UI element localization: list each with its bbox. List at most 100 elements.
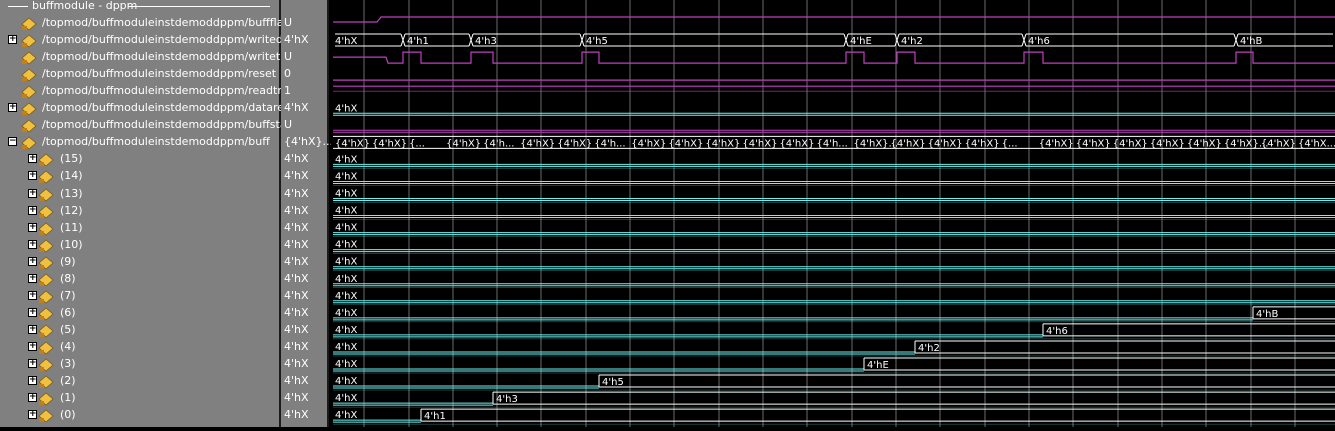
signal-diamond-icon [38,323,54,338]
signal-diamond-icon [21,50,37,65]
writedata-value-label: 4'hE [850,36,872,47]
expand-icon[interactable]: + [8,102,17,113]
signal-value: 1 [284,84,291,98]
signal-row[interactable]: + (9) [0,254,279,271]
signal-row[interactable]: + /topmod/buffmoduleinstdemoddppm/writeda… [0,32,301,49]
signal-row[interactable]: − /topmod/buffmoduleinstdemoddppm/buff [0,134,279,151]
signal-name: (12) [60,203,83,217]
buff-cell-label: {4'h... [816,138,847,149]
expand-icon[interactable]: + [28,375,37,386]
signal-name: (14) [60,169,83,183]
signal-value: 4'hX [284,391,309,405]
signal-value: 4'hX [284,152,309,166]
signal-diamond-icon [38,357,54,372]
expand-icon[interactable]: + [28,340,37,351]
signal-name: (4) [60,339,76,353]
expand-icon[interactable]: + [28,409,37,420]
expand-icon[interactable]: + [28,323,37,334]
expand-icon[interactable]: + [28,221,37,232]
waveform-pane[interactable]: 4'hX 4'h1 4'h3 4'h5 4'hE 4'h2 4'h6 4'hB 4'hX {4'h… [331,0,1335,427]
expand-icon[interactable]: + [8,34,17,45]
dataread-value-label: 4'hX [335,103,357,114]
signal-diamond-icon [21,33,37,48]
writedata-value-label: 4'hX [335,36,357,47]
signal-row[interactable]: + (0) [0,407,279,424]
child-initial-label: 4'hX [335,223,357,234]
signal-name: (15) [60,152,83,166]
child-initial-label: 4'hX [335,240,357,251]
writedata-value-label: 4'h5 [586,36,608,47]
signal-row[interactable]: + (10) [0,237,279,254]
signal-row[interactable]: /topmod/buffmoduleinstdemoddppm/buffstat… [0,117,308,134]
collapse-icon[interactable]: − [8,136,17,147]
signal-row[interactable]: /topmod/buffmoduleinstdemoddppm/reset [0,66,279,83]
expand-icon[interactable]: + [28,170,37,181]
expand-icon[interactable]: + [28,289,37,300]
buff-cell-label: {4'h... [594,138,625,149]
child-initial-label: 4'hX [335,410,357,421]
expand-icon[interactable]: + [28,204,37,215]
writedata-value-label: 4'h1 [407,36,429,47]
signal-value: 4'hX [284,186,309,200]
child-written-label: 4'h5 [602,377,624,388]
signal-row[interactable]: /topmod/buffmoduleinstdemoddppm/writetri… [0,49,313,66]
signal-value: 4'hX [284,357,309,370]
signal-value: U [284,16,293,29]
signal-diamond-icon [21,16,37,31]
signal-row[interactable]: /topmod/buffmoduleinstdemoddppm/readtrig… [0,83,310,100]
buffflags-wave [333,16,1335,23]
child-initial-label: 4'hX [335,171,357,182]
signal-row[interactable]: + (15) [0,151,279,168]
signal-value: U [284,50,293,64]
child-initial-label: 4'hX [335,154,357,165]
signal-row[interactable]: + (12) [0,203,279,220]
waveform-canvas[interactable]: 4'hX 4'h1 4'h3 4'h5 4'hE 4'h2 4'h6 4'hB 4'hX {4'h… [331,0,1335,427]
buff-cell-label: {4'hX} [372,138,407,149]
signal-name: (0) [60,408,76,422]
buff-cell-label: {4'hX} [891,138,926,149]
buff-cell-label: {4'hX} [928,138,963,149]
signal-value: U [284,118,293,132]
expand-icon[interactable]: + [28,272,37,283]
expand-icon[interactable]: + [28,187,37,198]
signal-row[interactable]: + (11) [0,220,279,237]
expand-icon[interactable]: + [28,358,37,368]
expand-icon[interactable]: + [28,153,37,164]
signal-row[interactable]: + (5) [0,322,279,339]
signal-row[interactable]: + (14) [0,168,279,185]
group-title: buffmodule - dppm [32,0,138,12]
signal-row[interactable]: + (1) [0,390,279,407]
signal-diamond-icon [38,408,54,423]
signal-name: (2) [60,374,76,388]
signal-row[interactable]: + /topmod/buffmoduleinstdemoddppm/datarea… [0,100,298,117]
buff-cell-label: {4'hX} [1261,138,1296,149]
signal-row[interactable]: + (13) [0,186,279,203]
buff-cell-label: {... [1002,138,1018,149]
signal-name: /topmod/buffmoduleinstdemoddppm/reset [42,67,277,81]
signal-names-pane: buffmodule - dppm /topmod/buffmoduleinst… [0,0,313,427]
expand-icon[interactable]: + [28,255,37,266]
expand-icon[interactable]: + [28,306,37,317]
signal-value: 0 [284,67,291,81]
signal-row[interactable]: + (8) [0,271,279,288]
expand-icon[interactable]: + [28,392,37,403]
signal-row[interactable]: + (3) [0,356,279,373]
signal-value: 4'hX [284,237,309,251]
signal-row[interactable]: + (2) [0,373,279,390]
signal-row[interactable]: + (6) [0,305,279,322]
child-initial-label: 4'hX [335,325,357,336]
child-initial-label: 4'hX [335,291,357,302]
child-initial-label: 4'hX [335,206,357,217]
signal-name: (3) [60,357,76,370]
signal-name: (9) [60,254,76,268]
signal-value: 4'hX [284,33,309,47]
signal-row[interactable]: /topmod/buffmoduleinstdemoddppm/buffflag… [0,15,307,32]
signal-diamond-icon [38,238,54,253]
signal-row[interactable]: + (4) [0,339,279,356]
signal-row[interactable]: + (7) [0,288,279,305]
buff-cell-label: {4'hX} [705,138,740,149]
group-header[interactable]: buffmodule - dppm [4,0,274,12]
buff-cell-label: {4'h... [483,138,514,149]
expand-icon[interactable]: + [28,238,37,249]
buff-cell-label: {... [409,138,425,149]
